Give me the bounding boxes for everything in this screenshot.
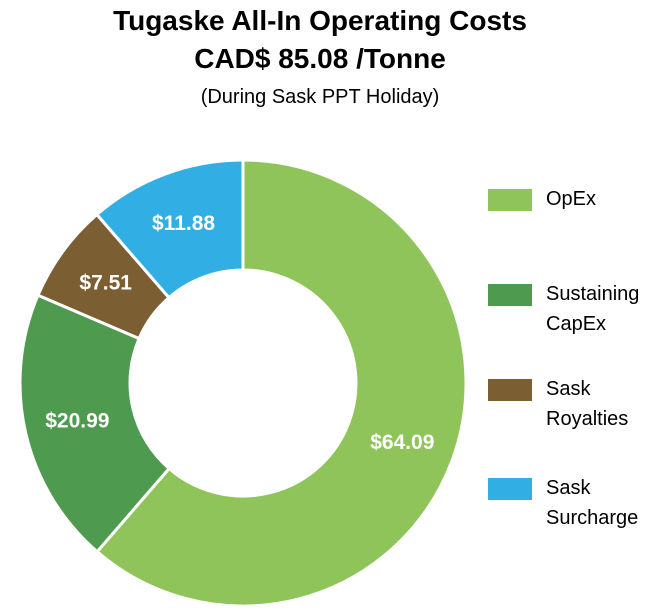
legend-label: Sask <box>546 477 591 499</box>
chart-title-block: Tugaske All-In Operating Costs CAD$ 85.0… <box>0 0 640 110</box>
chart-legend: OpEx Sustaining CapEx Sask Royalties Sask Surc… <box>488 0 659 612</box>
legend-swatch <box>488 189 532 211</box>
legend-swatch <box>488 379 532 401</box>
legend-label: Sask <box>546 378 591 400</box>
legend-label: Royalties <box>546 408 629 430</box>
legend-label: Surcharge <box>546 507 639 529</box>
chart-title: Tugaske All-In Operating Costs <box>113 5 527 36</box>
legend-label: OpEx <box>546 188 597 210</box>
donut-slice-sustaining-capex <box>18 293 172 554</box>
data-label-sask-surcharge: $11.88 <box>152 212 215 235</box>
legend-swatch <box>488 478 532 500</box>
data-label-sask-royalties: $7.51 <box>79 271 132 294</box>
donut-slice-opex <box>95 158 468 608</box>
data-label-sustaining-capex: $20.99 <box>45 410 109 433</box>
chart-subtitle: (During Sask PPT Holiday) <box>200 86 440 108</box>
legend-label: Sustaining <box>546 283 640 305</box>
chart-title-total: CAD$ 85.08 /Tonne <box>194 43 446 74</box>
legend-swatch <box>488 284 532 306</box>
donut-slice-sask-surcharge <box>94 158 245 300</box>
data-label-opex: $64.09 <box>370 431 434 454</box>
legend-label: CapEx <box>546 313 607 335</box>
